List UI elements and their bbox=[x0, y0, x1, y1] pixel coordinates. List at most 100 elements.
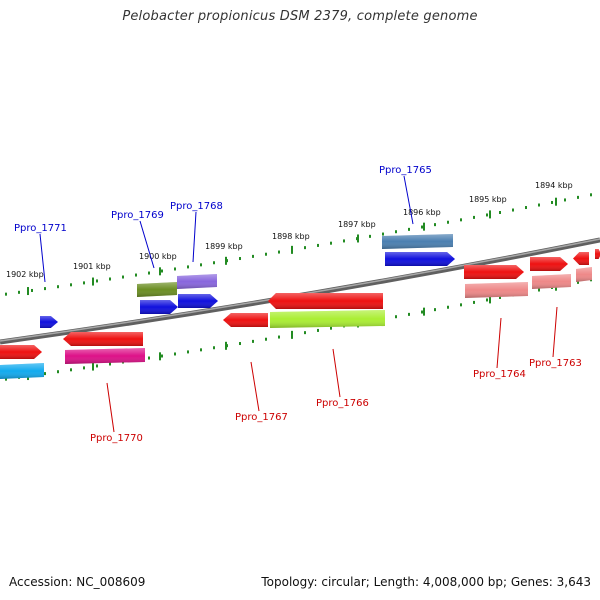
gene-leader-line bbox=[403, 175, 414, 225]
blue-cds-ppro1765-shading bbox=[385, 252, 455, 266]
scale-dot-top bbox=[174, 267, 176, 271]
scale-dot-bottom bbox=[434, 308, 436, 312]
scale-dot-top bbox=[200, 263, 202, 267]
scale-dot-bottom bbox=[96, 364, 98, 368]
scale-dot-top bbox=[499, 211, 501, 214]
gene-leader-line bbox=[192, 211, 197, 263]
scale-dot-top bbox=[512, 208, 514, 212]
scale-major-tick-top bbox=[555, 197, 557, 206]
blue-cds-ppro1768-shading bbox=[178, 294, 218, 308]
map-title: Pelobacter propionicus DSM 2379, complet… bbox=[122, 9, 478, 24]
scale-dot-top bbox=[18, 290, 20, 294]
scale-dot-top bbox=[44, 287, 46, 291]
scale-tick-label: 1898 kbp bbox=[272, 232, 310, 241]
scale-major-tick-top bbox=[291, 245, 293, 254]
scale-dot-bottom bbox=[460, 303, 462, 307]
scale-dot-top bbox=[5, 292, 7, 296]
red-cds-ppro1766-shading bbox=[268, 293, 383, 309]
magenta-gene-ppro1770-shading bbox=[65, 348, 145, 364]
red-cds-ppro1767-shading bbox=[223, 313, 268, 327]
scale-dot-top bbox=[213, 261, 215, 265]
scale-tick-label: 1895 kbp bbox=[469, 195, 507, 204]
scale-dot-bottom bbox=[486, 298, 488, 302]
gene-label: Ppro_1766 bbox=[316, 398, 369, 409]
gene-label: Ppro_1769 bbox=[111, 210, 164, 221]
salmon-gene-ppro1763-shading bbox=[532, 274, 571, 289]
steelblue-gene-ppro1765-shading bbox=[382, 234, 453, 249]
gene-leader-line bbox=[332, 348, 341, 398]
scale-dot-top bbox=[161, 269, 163, 273]
olive-gene-ppro1769-shading bbox=[137, 282, 177, 297]
red-cds-ppro1763-shading bbox=[530, 257, 568, 271]
scale-dot-top bbox=[343, 239, 345, 243]
scale-major-tick-bottom bbox=[92, 362, 94, 371]
scale-dot-top bbox=[148, 271, 150, 275]
gene-label: Ppro_1770 bbox=[90, 433, 143, 444]
scale-major-tick-top bbox=[357, 234, 359, 243]
scale-dot-top bbox=[590, 193, 592, 197]
scale-dot-bottom bbox=[200, 348, 202, 352]
scale-dot-bottom bbox=[161, 354, 163, 358]
scale-dot-top bbox=[304, 246, 306, 250]
scale-dot-top bbox=[525, 206, 527, 210]
gene-leader-line bbox=[496, 317, 502, 369]
scale-dot-bottom bbox=[421, 310, 423, 314]
scale-dot-bottom bbox=[44, 372, 46, 376]
scale-dot-top bbox=[369, 234, 371, 238]
scale-dot-bottom bbox=[252, 339, 254, 343]
scale-major-tick-top bbox=[423, 222, 425, 231]
scale-dot-top bbox=[135, 273, 137, 277]
scale-tick-label: 1896 kbp bbox=[403, 208, 441, 217]
scale-dot-bottom bbox=[213, 346, 215, 350]
scale-dot-bottom bbox=[109, 362, 111, 366]
gene-label: Ppro_1765 bbox=[379, 165, 432, 176]
scale-dot-bottom bbox=[57, 370, 59, 374]
scale-dot-bottom bbox=[408, 312, 410, 316]
red-cds-ppro1770-shading bbox=[63, 332, 143, 346]
gene-label: Ppro_1771 bbox=[14, 223, 67, 234]
scale-dot-top bbox=[460, 218, 462, 222]
gene-label: Ppro_1767 bbox=[235, 412, 288, 423]
scale-dot-top bbox=[395, 230, 397, 234]
scale-major-tick-top bbox=[489, 210, 491, 219]
scale-dot-bottom bbox=[148, 356, 150, 360]
gene-label: Ppro_1768 bbox=[170, 201, 223, 212]
scale-dot-bottom bbox=[239, 342, 241, 346]
scale-dot-top bbox=[473, 215, 475, 219]
scale-dot-top bbox=[551, 200, 553, 204]
salmon-gene-right-1-shading bbox=[576, 267, 592, 282]
scale-dot-top bbox=[486, 213, 488, 217]
scale-dot-bottom bbox=[83, 366, 85, 370]
gene-leader-line bbox=[106, 382, 115, 433]
blue-cds-ppro1769-shading bbox=[140, 300, 178, 314]
gene-leader-line bbox=[39, 233, 46, 283]
scale-dot-top bbox=[31, 288, 33, 292]
scale-major-tick-bottom bbox=[159, 352, 161, 361]
scale-tick-label: 1894 kbp bbox=[535, 181, 573, 190]
scale-dot-top bbox=[278, 250, 280, 254]
scale-dot-top bbox=[382, 232, 384, 236]
red-cds-ppro1764-shading bbox=[464, 265, 524, 279]
scale-dot-top bbox=[57, 285, 59, 289]
gene-leader-line bbox=[139, 220, 155, 269]
scale-dot-bottom bbox=[278, 335, 280, 339]
scale-dot-top bbox=[538, 203, 540, 207]
scale-tick-label: 1897 kbp bbox=[338, 220, 376, 229]
gene-leader-line bbox=[552, 306, 558, 358]
scale-dot-bottom bbox=[265, 337, 267, 341]
scale-dot-bottom bbox=[499, 296, 501, 299]
scale-dot-top bbox=[109, 277, 111, 281]
scale-major-tick-top bbox=[159, 267, 161, 276]
scale-dot-top bbox=[317, 243, 319, 247]
scale-major-tick-top bbox=[27, 287, 29, 296]
scale-dot-top bbox=[252, 254, 254, 258]
accession-text: Accession: NC_008609 bbox=[9, 575, 146, 589]
green-gene-ppro1766-shading bbox=[270, 310, 385, 328]
scale-major-tick-top bbox=[225, 256, 227, 265]
scale-major-tick-bottom bbox=[225, 341, 227, 350]
scale-dot-top bbox=[564, 198, 566, 202]
scale-dot-top bbox=[447, 220, 449, 224]
scale-dot-bottom bbox=[187, 350, 189, 354]
scale-dot-top bbox=[330, 241, 332, 245]
